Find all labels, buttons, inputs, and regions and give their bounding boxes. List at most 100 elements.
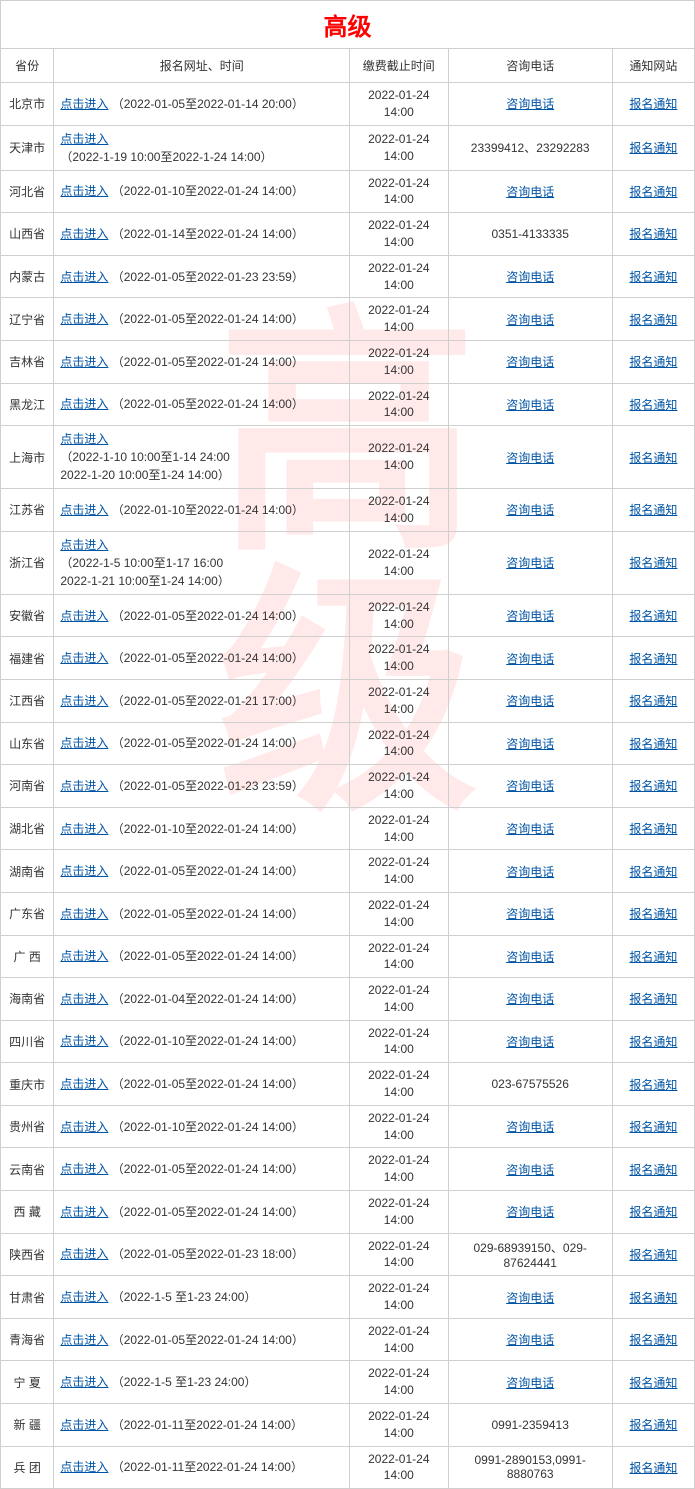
phone-link[interactable]: 咨询电话 (506, 950, 554, 964)
enter-link[interactable]: 点击进入 (60, 1290, 108, 1304)
province-cell: 新 疆 (1, 1404, 54, 1447)
notice-link[interactable]: 报名通知 (629, 1333, 677, 1347)
notice-link[interactable]: 报名通知 (629, 1291, 677, 1305)
phone-link[interactable]: 咨询电话 (506, 1163, 554, 1177)
phone-link[interactable]: 咨询电话 (506, 313, 554, 327)
enter-link[interactable]: 点击进入 (60, 432, 108, 446)
enter-link[interactable]: 点击进入 (60, 227, 108, 241)
notice-link[interactable]: 报名通知 (629, 556, 677, 570)
notice-link[interactable]: 报名通知 (629, 652, 677, 666)
phone-link[interactable]: 咨询电话 (506, 992, 554, 1006)
notice-link[interactable]: 报名通知 (629, 950, 677, 964)
province-cell: 河北省 (1, 170, 54, 213)
notice-link[interactable]: 报名通知 (629, 779, 677, 793)
notice-link[interactable]: 报名通知 (629, 313, 677, 327)
enter-link[interactable]: 点击进入 (60, 822, 108, 836)
enter-link[interactable]: 点击进入 (60, 864, 108, 878)
enter-link[interactable]: 点击进入 (60, 1460, 108, 1474)
enter-link[interactable]: 点击进入 (60, 1077, 108, 1091)
phone-link[interactable]: 咨询电话 (506, 822, 554, 836)
phone-link[interactable]: 咨询电话 (506, 609, 554, 623)
enter-link[interactable]: 点击进入 (60, 355, 108, 369)
phone-link[interactable]: 咨询电话 (506, 355, 554, 369)
notice-link[interactable]: 报名通知 (629, 1078, 677, 1092)
notice-link[interactable]: 报名通知 (629, 1418, 677, 1432)
notice-link[interactable]: 报名通知 (629, 1163, 677, 1177)
phone-link[interactable]: 咨询电话 (506, 1205, 554, 1219)
notice-link[interactable]: 报名通知 (629, 141, 677, 155)
notice-link[interactable]: 报名通知 (629, 503, 677, 517)
enter-link[interactable]: 点击进入 (60, 397, 108, 411)
notice-link[interactable]: 报名通知 (629, 355, 677, 369)
phone-link[interactable]: 咨询电话 (506, 270, 554, 284)
enter-link[interactable]: 点击进入 (60, 1333, 108, 1347)
notice-link[interactable]: 报名通知 (629, 1248, 677, 1262)
phone-link[interactable]: 咨询电话 (506, 451, 554, 465)
registration-cell: 点击进入 （2022-01-10至2022-01-24 14:00） (54, 170, 350, 213)
notice-link[interactable]: 报名通知 (629, 1461, 677, 1475)
enter-link[interactable]: 点击进入 (60, 132, 108, 146)
enter-link[interactable]: 点击进入 (60, 1034, 108, 1048)
phone-link[interactable]: 咨询电话 (506, 865, 554, 879)
enter-link[interactable]: 点击进入 (60, 949, 108, 963)
notice-link[interactable]: 报名通知 (629, 1035, 677, 1049)
notice-link[interactable]: 报名通知 (629, 97, 677, 111)
notice-link[interactable]: 报名通知 (629, 270, 677, 284)
phone-link[interactable]: 咨询电话 (506, 907, 554, 921)
enter-link[interactable]: 点击进入 (60, 1247, 108, 1261)
enter-link[interactable]: 点击进入 (60, 1205, 108, 1219)
enter-link[interactable]: 点击进入 (60, 1162, 108, 1176)
deadline-cell: 2022-01-2414:00 (350, 531, 449, 594)
notice-link[interactable]: 报名通知 (629, 398, 677, 412)
enter-link[interactable]: 点击进入 (60, 184, 108, 198)
phone-link[interactable]: 咨询电话 (506, 694, 554, 708)
enter-link[interactable]: 点击进入 (60, 1120, 108, 1134)
phone-link[interactable]: 咨询电话 (506, 398, 554, 412)
notice-link[interactable]: 报名通知 (629, 1120, 677, 1134)
notice-link[interactable]: 报名通知 (629, 822, 677, 836)
notice-link[interactable]: 报名通知 (629, 227, 677, 241)
notice-link[interactable]: 报名通知 (629, 451, 677, 465)
notice-link[interactable]: 报名通知 (629, 185, 677, 199)
phone-link[interactable]: 咨询电话 (506, 1120, 554, 1134)
enter-link[interactable]: 点击进入 (60, 736, 108, 750)
notice-link[interactable]: 报名通知 (629, 1205, 677, 1219)
phone-link[interactable]: 咨询电话 (506, 1333, 554, 1347)
enter-link[interactable]: 点击进入 (60, 1418, 108, 1432)
notice-link[interactable]: 报名通知 (629, 1376, 677, 1390)
enter-link[interactable]: 点击进入 (60, 97, 108, 111)
notice-link[interactable]: 报名通知 (629, 992, 677, 1006)
enter-link[interactable]: 点击进入 (60, 1375, 108, 1389)
phone-link[interactable]: 咨询电话 (506, 779, 554, 793)
notice-link[interactable]: 报名通知 (629, 609, 677, 623)
notice-link[interactable]: 报名通知 (629, 865, 677, 879)
enter-link[interactable]: 点击进入 (60, 609, 108, 623)
enter-link[interactable]: 点击进入 (60, 779, 108, 793)
phone-link[interactable]: 咨询电话 (506, 185, 554, 199)
enter-link[interactable]: 点击进入 (60, 907, 108, 921)
date-range: （2022-1-5 至1-23 24:00） (108, 1290, 256, 1304)
enter-link[interactable]: 点击进入 (60, 694, 108, 708)
phone-link[interactable]: 咨询电话 (506, 1035, 554, 1049)
phone-link[interactable]: 咨询电话 (506, 1291, 554, 1305)
phone-cell: 咨询电话 (448, 679, 612, 722)
phone-link[interactable]: 咨询电话 (506, 737, 554, 751)
phone-link[interactable]: 咨询电话 (506, 503, 554, 517)
enter-link[interactable]: 点击进入 (60, 312, 108, 326)
phone-cell: 0351-4133335 (448, 213, 612, 256)
province-cell: 兵 团 (1, 1446, 54, 1489)
date-range: （2022-01-14至2022-01-24 14:00） (108, 227, 303, 241)
phone-link[interactable]: 咨询电话 (506, 97, 554, 111)
enter-link[interactable]: 点击进入 (60, 651, 108, 665)
enter-link[interactable]: 点击进入 (60, 503, 108, 517)
deadline-cell: 2022-01-2414:00 (350, 637, 449, 680)
phone-link[interactable]: 咨询电话 (506, 1376, 554, 1390)
enter-link[interactable]: 点击进入 (60, 270, 108, 284)
enter-link[interactable]: 点击进入 (60, 538, 108, 552)
phone-link[interactable]: 咨询电话 (506, 556, 554, 570)
notice-link[interactable]: 报名通知 (629, 694, 677, 708)
phone-link[interactable]: 咨询电话 (506, 652, 554, 666)
notice-link[interactable]: 报名通知 (629, 907, 677, 921)
notice-link[interactable]: 报名通知 (629, 737, 677, 751)
enter-link[interactable]: 点击进入 (60, 992, 108, 1006)
